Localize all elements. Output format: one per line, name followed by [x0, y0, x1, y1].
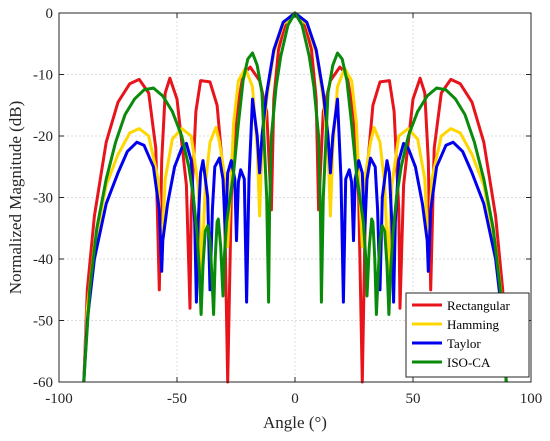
- y-axis-label: Normalized Magnitude (dB): [6, 101, 25, 295]
- legend-label: Rectangular: [447, 298, 510, 313]
- legend-label: Hamming: [447, 317, 499, 332]
- y-tick-label: -20: [33, 129, 53, 145]
- legend: Rectangular Hamming Taylor ISO-CA: [405, 292, 530, 378]
- legend-label: Taylor: [447, 336, 481, 351]
- y-tick-label: -50: [33, 314, 53, 330]
- x-tick-label: -100: [45, 391, 73, 407]
- y-tick-label: -30: [33, 191, 53, 207]
- x-axis-label: Angle (°): [263, 413, 327, 432]
- legend-label: ISO-CA: [447, 355, 491, 370]
- ticks: -100 -50 0 50 100 0 -10 -20 -30 -40 -50 -60: [33, 6, 542, 407]
- y-tick-label: -40: [33, 252, 53, 268]
- y-tick-label: 0: [46, 6, 54, 22]
- y-tick-label: -10: [33, 68, 53, 84]
- x-tick-label: 0: [291, 391, 299, 407]
- y-tick-label: -60: [33, 375, 53, 391]
- x-tick-label: -50: [167, 391, 187, 407]
- x-tick-label: 100: [520, 391, 543, 407]
- x-tick-label: 50: [406, 391, 421, 407]
